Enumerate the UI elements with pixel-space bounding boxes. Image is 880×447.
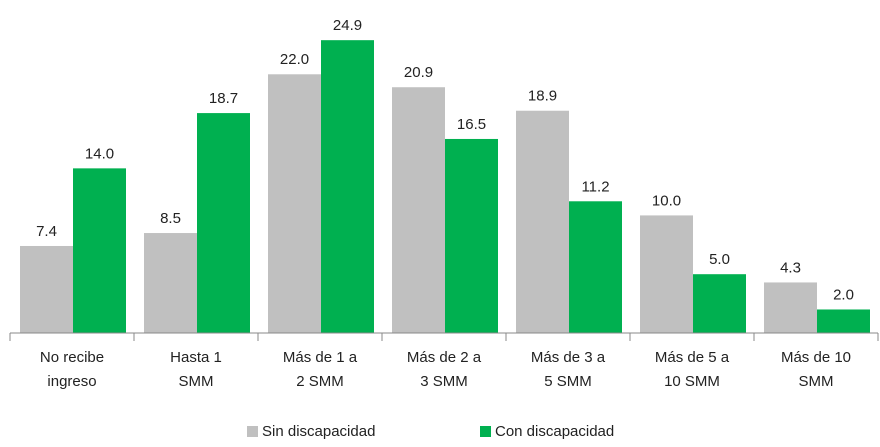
x-tick-label: SMM [179, 373, 214, 390]
value-label: 10.0 [652, 192, 681, 209]
legend-label: Con discapacidad [495, 423, 614, 440]
x-tick-label: SMM [799, 373, 834, 390]
x-tick-label: 10 SMM [664, 373, 720, 390]
value-label: 5.0 [709, 251, 730, 268]
x-tick-label: 5 SMM [544, 373, 592, 390]
bar [445, 138, 498, 333]
bar [144, 233, 197, 333]
value-label: 18.7 [209, 90, 238, 107]
bar [569, 201, 622, 333]
legend-swatch [480, 426, 491, 437]
bar [268, 74, 321, 333]
bar [516, 110, 569, 334]
bar [392, 87, 445, 333]
bar [640, 215, 693, 333]
x-tick-label: 2 SMM [296, 373, 344, 390]
value-label: 16.5 [457, 116, 486, 133]
legend-label: Sin discapacidad [262, 423, 375, 440]
value-label: 2.0 [833, 286, 854, 303]
value-label: 4.3 [780, 259, 801, 276]
x-tick-label: ingreso [47, 373, 96, 390]
x-tick-label: Más de 2 a [407, 349, 482, 366]
value-label: 22.0 [280, 51, 309, 68]
value-label: 14.0 [85, 145, 114, 162]
bar [20, 245, 73, 333]
value-label: 7.4 [36, 223, 57, 240]
value-label: 8.5 [160, 210, 181, 227]
x-tick-label: Hasta 1 [170, 349, 222, 366]
x-tick-label: 3 SMM [420, 373, 468, 390]
value-label: 20.9 [404, 64, 433, 81]
value-label: 11.2 [581, 178, 609, 195]
x-tick-label: Más de 1 a [283, 349, 358, 366]
x-tick-label: Más de 10 [781, 349, 851, 366]
legend-swatch [247, 426, 258, 437]
bar [693, 274, 746, 333]
bar [321, 40, 374, 334]
bar [817, 309, 870, 333]
value-label: 24.9 [333, 17, 362, 34]
x-tick-label: Más de 3 a [531, 349, 606, 366]
bar [197, 113, 250, 333]
bar [73, 168, 126, 333]
bar [764, 282, 817, 333]
value-label: 18.9 [528, 88, 557, 105]
x-tick-label: Más de 5 a [655, 349, 730, 366]
x-tick-label: No recibe [40, 349, 104, 366]
